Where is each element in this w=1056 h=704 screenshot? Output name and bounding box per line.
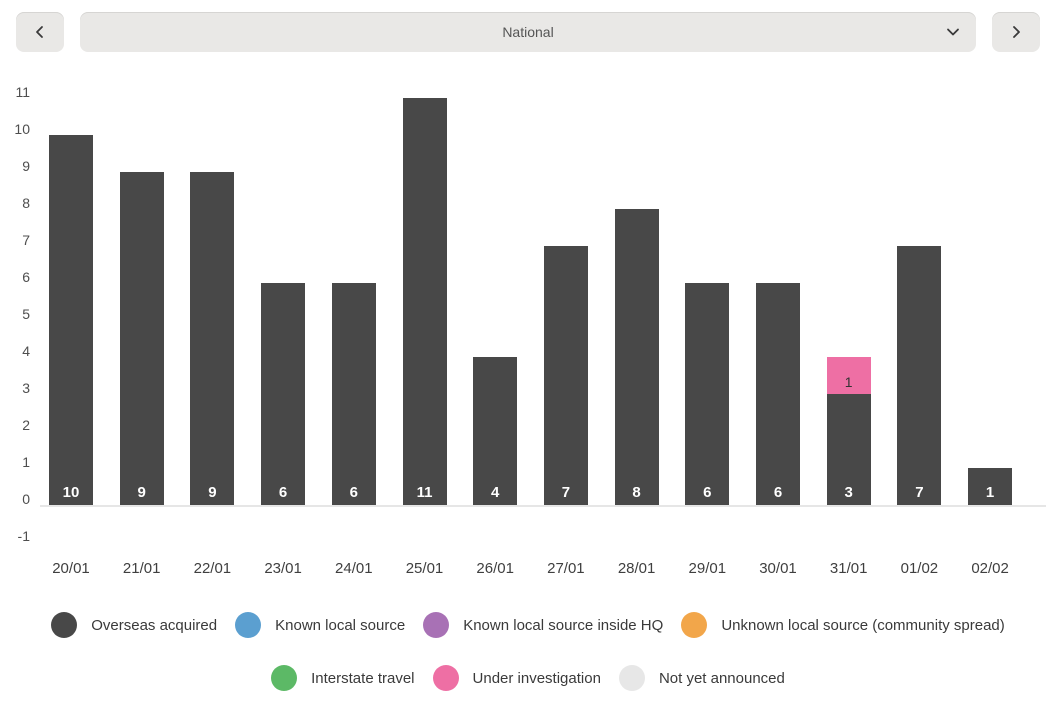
- x-axis-baseline: [40, 505, 1046, 507]
- legend-dot-interstate-travel: [271, 665, 298, 691]
- y-axis-tick-label: 1: [22, 454, 30, 470]
- legend-item-overseas-acquired[interactable]: Overseas acquired: [51, 612, 217, 638]
- bar-segment-overseas-acquired[interactable]: 4: [473, 357, 518, 505]
- bar-segment-overseas-acquired[interactable]: 3: [826, 394, 871, 505]
- y-axis-tick-label: 2: [22, 417, 30, 433]
- bar-value-label: 8: [632, 484, 641, 501]
- region-dropdown-value: National: [502, 24, 554, 40]
- legend-label-overseas-acquired: Overseas acquired: [91, 616, 218, 634]
- legend-item-under-investigation[interactable]: Under investigation: [432, 665, 601, 691]
- x-axis-date-label: 27/01: [547, 560, 585, 577]
- y-axis-tick-label: 5: [22, 306, 30, 322]
- region-dropdown[interactable]: National: [80, 12, 976, 52]
- bar-value-label: 6: [349, 484, 358, 501]
- bar-value-label: 6: [773, 484, 783, 501]
- bar-value-label: 1: [985, 484, 995, 501]
- y-axis-tick-label: -1: [17, 528, 30, 544]
- x-axis-date-label: 24/01: [335, 560, 373, 577]
- bar-segment-overseas-acquired[interactable]: 9: [190, 172, 235, 505]
- bar-value-label: 6: [278, 484, 288, 501]
- bar-segment-overseas-acquired[interactable]: 6: [331, 283, 376, 505]
- legend-dot-overseas-acquired: [51, 612, 78, 638]
- legend-dot-not-yet-announced: [618, 665, 645, 691]
- x-axis-date-label: 02/02: [971, 560, 1009, 577]
- y-axis-tick-label: 3: [22, 380, 30, 396]
- x-axis-date-label: 25/01: [405, 560, 444, 577]
- bar-segment-overseas-acquired[interactable]: 7: [897, 246, 942, 505]
- chevron-down-icon: [947, 28, 959, 36]
- legend-dot-known-local-source: [235, 612, 262, 638]
- bar-value-label: 4: [491, 484, 500, 501]
- bar-value-label: 3: [844, 484, 853, 501]
- x-axis-date-label: 26/01: [476, 560, 514, 577]
- y-axis-tick-label: 11: [15, 84, 30, 100]
- bar-value-label: 7: [915, 484, 924, 501]
- legend-row-1: Overseas acquired Known local source Known…: [0, 612, 1056, 638]
- next-region-button[interactable]: [992, 12, 1040, 52]
- bar-segment-overseas-acquired[interactable]: 6: [261, 283, 306, 505]
- legend-item-unknown-local-source-community-spread[interactable]: Unknown local source (community spread): [681, 612, 1005, 638]
- bar-segment-under-investigation[interactable]: 1: [826, 357, 871, 394]
- bar-value-label: 1: [844, 374, 853, 390]
- x-axis-date-label: 23/01: [264, 560, 302, 577]
- bar-segment-overseas-acquired[interactable]: 9: [119, 172, 164, 505]
- y-axis-tick-label: 0: [22, 491, 30, 507]
- legend-label-known-local-source: Known local source: [275, 616, 406, 634]
- legend-item-known-local-source-inside-hq[interactable]: Known local source inside HQ: [423, 612, 663, 638]
- legend-label-not-yet-announced: Not yet announced: [658, 669, 785, 687]
- bar-value-label: 7: [561, 484, 571, 501]
- bar-segment-overseas-acquired[interactable]: 8: [614, 209, 659, 505]
- bar-segment-overseas-acquired[interactable]: 7: [543, 246, 588, 505]
- bar-segment-overseas-acquired[interactable]: 10: [49, 135, 93, 505]
- y-axis-tick-label: 6: [22, 269, 30, 285]
- legend-item-known-local-source[interactable]: Known local source: [235, 612, 405, 638]
- chevron-right-icon: [1013, 26, 1020, 38]
- legend-label-under-investigation: Under investigation: [472, 669, 601, 687]
- bar-segment-overseas-acquired[interactable]: 1: [968, 468, 1013, 505]
- x-axis-date-label: 30/01: [759, 560, 797, 577]
- legend-row-2: Interstate travel Under investigation Not …: [0, 665, 1056, 691]
- y-axis-tick-label: 9: [22, 158, 30, 174]
- y-axis-tick-label: 4: [22, 343, 30, 359]
- legend-label-interstate-travel: Interstate travel: [311, 669, 415, 687]
- bar-value-label: 10: [62, 484, 80, 501]
- y-axis-tick-label: 8: [22, 195, 30, 211]
- prev-region-button[interactable]: [16, 12, 64, 52]
- legend-item-interstate-travel[interactable]: Interstate travel: [271, 665, 415, 691]
- x-axis-date-label: 22/01: [193, 560, 232, 577]
- x-axis-date-label: 20/01: [52, 560, 90, 577]
- bar-segment-overseas-acquired[interactable]: 6: [685, 283, 730, 505]
- legend-label-unknown-local-source-community-spread: Unknown local source (community spread): [721, 616, 1005, 634]
- legend-item-not-yet-announced[interactable]: Not yet announced: [618, 665, 785, 691]
- chevron-left-icon: [36, 26, 43, 38]
- legend-dot-under-investigation: [432, 665, 459, 691]
- bar-value-label: 9: [137, 484, 146, 501]
- x-axis-date-label: 31/01: [829, 560, 868, 577]
- x-axis-date-label: 28/01: [617, 560, 656, 577]
- bar-segment-overseas-acquired[interactable]: 11: [402, 98, 447, 505]
- bar-value-label: 11: [416, 484, 433, 501]
- legend-dot-known-local-source-inside-hq: [423, 612, 450, 638]
- x-axis-date-label: 21/01: [122, 560, 161, 577]
- x-axis-date-label: 29/01: [688, 560, 727, 577]
- bar-value-label: 9: [208, 484, 217, 501]
- y-axis-tick-label: 7: [22, 232, 30, 248]
- x-axis-date-label: 01/02: [900, 560, 939, 577]
- y-axis-tick-label: 10: [14, 121, 30, 137]
- bar-segment-overseas-acquired[interactable]: 6: [756, 283, 800, 505]
- legend-label-known-local-source-inside-hq: Known local source inside HQ: [463, 616, 664, 634]
- legend-dot-unknown-local-source-community-spread: [681, 612, 708, 638]
- bar-value-label: 6: [703, 484, 712, 501]
